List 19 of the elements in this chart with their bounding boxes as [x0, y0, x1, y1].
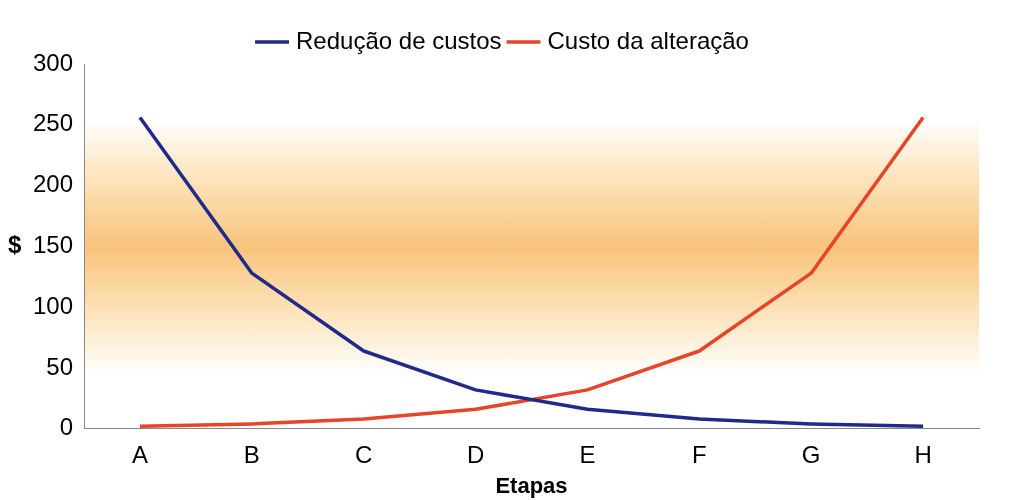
y-axis-title: $ [8, 231, 22, 259]
x-tick-label: D [466, 440, 485, 468]
x-tick-label: G [801, 440, 821, 468]
legend-label: Custo da alteração [547, 26, 749, 54]
x-axis-title: Etapas [495, 472, 568, 498]
y-tick-label: 50 [46, 352, 74, 380]
y-tick-label: 100 [33, 291, 74, 319]
x-tick-label: H [914, 440, 932, 468]
x-tick-label: E [579, 440, 596, 468]
y-tick-label: 250 [33, 109, 74, 137]
y-tick-label: 300 [33, 48, 74, 76]
x-tick-label: C [355, 440, 373, 468]
x-tick-label: F [691, 440, 707, 468]
legend-label: Redução de custos [296, 26, 502, 54]
x-tick-label: B [243, 440, 260, 468]
x-tick-label: A [131, 440, 148, 468]
y-tick-label: 0 [59, 413, 74, 441]
y-tick-label: 200 [33, 170, 74, 198]
y-tick-label: 150 [33, 231, 74, 259]
